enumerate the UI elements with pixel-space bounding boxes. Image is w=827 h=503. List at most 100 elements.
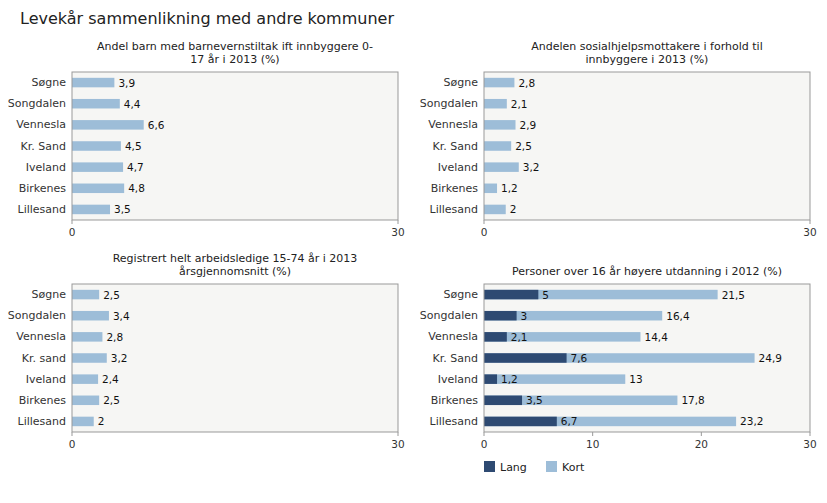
category-label: Lillesand [18, 203, 67, 216]
category-label: Lillesand [18, 415, 67, 428]
x-tick [592, 432, 593, 436]
bar [484, 332, 507, 342]
bar [72, 78, 114, 88]
data-label: 3 [521, 310, 528, 322]
data-label: 1,2 [501, 373, 518, 385]
category-label: Lillesand [430, 415, 479, 428]
category-label: Birkenes [19, 394, 67, 407]
category-label: Birkenes [431, 182, 479, 195]
panel-title: Registrert helt arbeidsledige 15-74 år i… [113, 252, 358, 278]
bar [484, 332, 640, 342]
plot-frame [72, 284, 398, 432]
bar [484, 205, 506, 215]
x-tick-label: 0 [481, 226, 488, 238]
data-label: 6,6 [148, 119, 165, 131]
x-tick-label: 30 [803, 226, 816, 238]
data-label: 6,7 [561, 415, 578, 427]
bar [72, 353, 107, 363]
category-label: Iveland [26, 373, 66, 386]
legend-label: Lang [500, 461, 527, 474]
bar [72, 205, 110, 215]
x-tick [398, 432, 399, 436]
data-label: 2,5 [103, 289, 120, 301]
data-label: 2,8 [106, 331, 123, 343]
category-label: Kr. Sand [433, 140, 478, 153]
x-tick [72, 220, 73, 224]
data-label: 2,8 [518, 77, 535, 89]
x-tick-label: 0 [69, 438, 76, 450]
data-label: 2 [510, 203, 517, 215]
bar [484, 78, 514, 88]
panel-title-line: Andelen sosialhjelpsmottakere i forhold … [531, 40, 762, 53]
data-label: 7,6 [571, 352, 588, 364]
bar [72, 396, 99, 406]
data-label: 23,2 [740, 415, 763, 427]
plot-frame [484, 284, 810, 432]
bar [72, 99, 120, 109]
category-label: Songdalen [8, 97, 66, 110]
category-label: Søgne [32, 288, 67, 301]
panel-title-line: Personer over 16 år høyere utdanning i 2… [512, 265, 782, 278]
panel: Andel barn med barnevernstiltak ift innb… [8, 40, 405, 238]
panel-title: Andel barn med barnevernstiltak ift innb… [97, 40, 373, 66]
bar [72, 417, 94, 427]
category-label: Vennesla [428, 330, 478, 343]
bar [72, 120, 144, 130]
data-label: 24,9 [759, 352, 782, 364]
data-label: 4,4 [124, 98, 141, 110]
x-tick [701, 432, 702, 436]
bar [484, 396, 522, 406]
category-label: Songdalen [8, 309, 66, 322]
category-label: Songdalen [420, 97, 478, 110]
data-label: 2,9 [520, 119, 537, 131]
category-label: Lillesand [430, 203, 479, 216]
panel-title-line: 17 år i 2013 (%) [190, 53, 279, 66]
panel: Registrert helt arbeidsledige 15-74 år i… [8, 252, 405, 450]
bar [72, 184, 124, 194]
data-label: 17,8 [681, 394, 704, 406]
x-tick-label: 0 [69, 226, 76, 238]
category-label: Vennesla [428, 118, 478, 131]
data-label: 2,5 [103, 394, 120, 406]
bar [484, 290, 718, 300]
bar [72, 290, 99, 300]
bar [72, 141, 121, 151]
data-label: 3,5 [114, 203, 131, 215]
x-tick-label: 30 [391, 438, 404, 450]
bar [484, 290, 538, 300]
category-label: Vennesla [16, 330, 66, 343]
panel-title: Personer over 16 år høyere utdanning i 2… [512, 265, 782, 278]
x-tick [484, 220, 485, 224]
category-label: Søgne [444, 288, 479, 301]
data-label: 2,4 [102, 373, 119, 385]
category-label: Vennesla [16, 118, 66, 131]
plot-frame [72, 72, 398, 220]
data-label: 16,4 [666, 310, 690, 322]
data-label: 2,1 [511, 331, 528, 343]
bar [484, 99, 507, 109]
legend-label: Kort [562, 461, 585, 474]
bar [484, 353, 755, 363]
bar [484, 353, 567, 363]
data-label: 2,1 [511, 98, 528, 110]
plot-background [72, 284, 398, 432]
legend: Lang Kort [484, 461, 585, 474]
bar [484, 417, 736, 427]
data-label: 2,5 [515, 140, 532, 152]
x-tick-label: 30 [391, 226, 404, 238]
bar [484, 184, 497, 194]
x-tick-label: 30 [803, 438, 816, 450]
plot-frame [484, 72, 810, 220]
x-tick-label: 20 [695, 438, 708, 450]
data-label: 14,4 [644, 331, 668, 343]
panel-title-line: Andel barn med barnevernstiltak ift innb… [97, 40, 373, 53]
data-label: 2 [98, 415, 105, 427]
panel-title-line: Registrert helt arbeidsledige 15-74 år i… [113, 252, 358, 265]
category-label: Søgne [32, 76, 67, 89]
x-tick [810, 220, 811, 224]
bar [484, 374, 497, 384]
data-label: 3,2 [111, 352, 128, 364]
panel: Andelen sosialhjelpsmottakere i forhold … [420, 40, 817, 238]
bar [484, 396, 677, 406]
x-tick [72, 432, 73, 436]
